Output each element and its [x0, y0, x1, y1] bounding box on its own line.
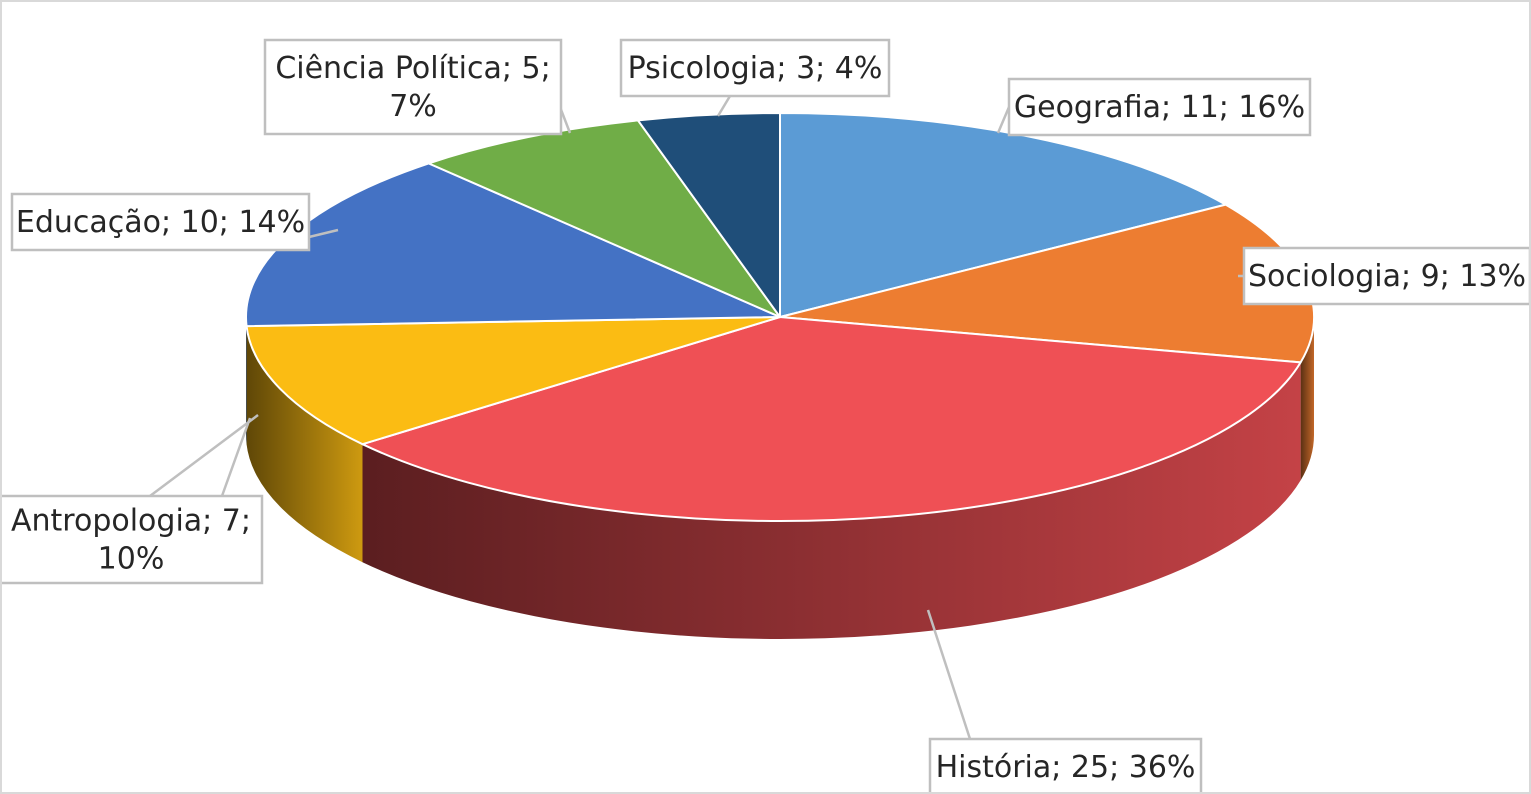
data-label: Educação; 10; 14% [16, 205, 305, 240]
callout-box [0, 494, 264, 585]
pie-slice-hist-ria [361, 316, 1302, 522]
leader-line [220, 417, 252, 497]
data-label: 10% [98, 542, 165, 577]
callout-box [1242, 246, 1531, 306]
data-label: Psicologia; 3; 4% [628, 51, 883, 86]
callout-ci-ncia-pol-tica: Ciência Política; 5;7% [263, 38, 572, 136]
callout-sociologia: Sociologia; 9; 13% [1238, 246, 1531, 306]
callout-box [619, 38, 891, 98]
pie-slice-antropologia [245, 316, 781, 446]
callout-educa-o: Educação; 10; 14% [10, 192, 339, 252]
pie-tops [245, 112, 1315, 522]
leader-line [308, 228, 339, 239]
pie-slice-geografia [779, 112, 1227, 318]
data-label: 7% [389, 89, 437, 124]
pie-slice-psicologia [636, 112, 781, 318]
data-label: Geografia; 11; 16% [1014, 90, 1305, 125]
callout-psicologia: Psicologia; 3; 4% [619, 38, 891, 117]
callout-box [10, 192, 311, 252]
data-label: Ciência Política; 5; [275, 51, 550, 86]
callout-antropologia: Antropologia; 7;10% [0, 414, 264, 585]
pie-wall-educa-o [246, 317, 247, 445]
data-label: Sociologia; 9; 13% [1248, 259, 1526, 294]
data-label: Antropologia; 7; [11, 504, 251, 539]
callout-box [928, 737, 1203, 794]
leader-line [996, 106, 1011, 134]
leader-line [716, 95, 732, 117]
pie-slice-ci-ncia-pol-tica [427, 119, 781, 318]
callout-geografia: Geografia; 11; 16% [996, 77, 1312, 137]
data-label: História; 25; 36% [936, 750, 1196, 785]
callout-hist-ria: História; 25; 36% [926, 609, 1203, 794]
callout-box [1007, 77, 1312, 137]
leader-line [926, 609, 972, 740]
pie-callouts: Geografia; 11; 16% Sociologia; 9; 13% Hist… [0, 38, 1531, 794]
callout-box [263, 38, 563, 136]
leader-line [149, 414, 259, 497]
pie-wall-hist-ria [362, 362, 1301, 639]
